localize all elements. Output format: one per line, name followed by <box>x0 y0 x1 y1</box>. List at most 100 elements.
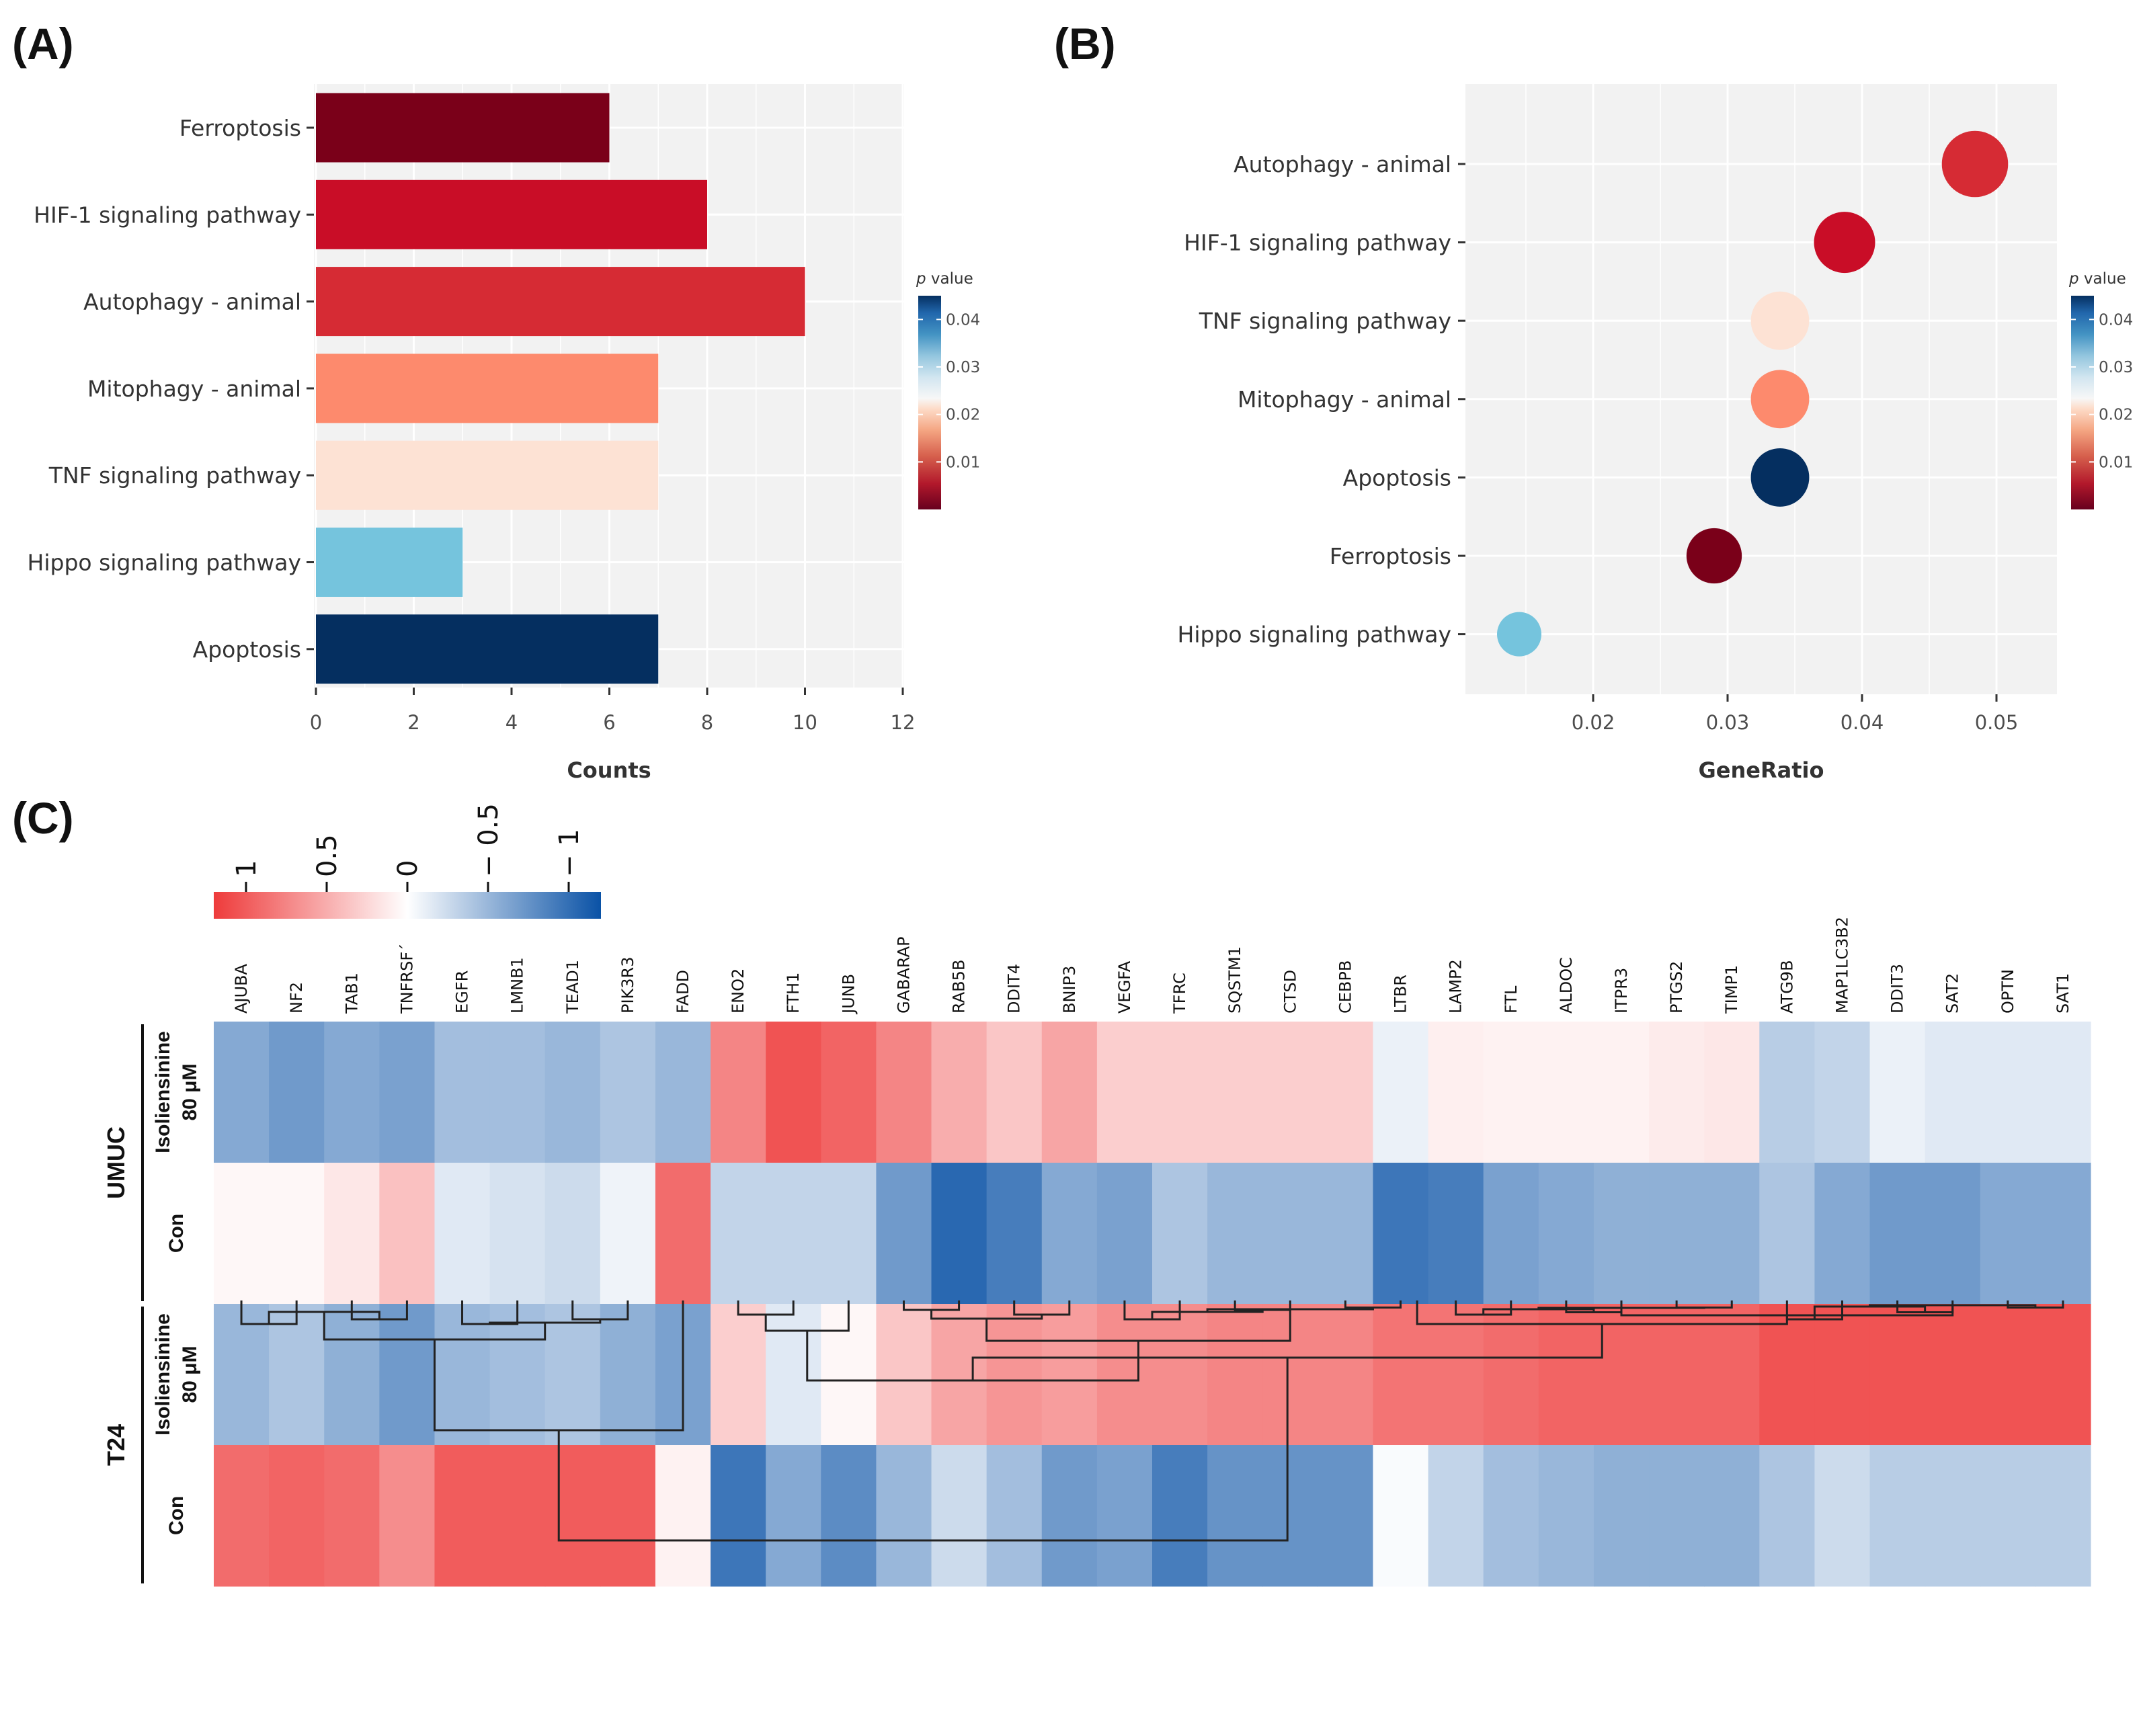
heatmap-gene-label: PIK3R3 <box>618 956 637 1014</box>
heatmap-cell <box>324 1445 380 1587</box>
dot-chart-legend-title: p value <box>2068 270 2126 288</box>
heatmap-cell <box>1759 1445 1816 1587</box>
dot-chart-x-tick-label: 0.04 <box>1841 711 1884 734</box>
bar-chart-category-labels: Ferroptosis HIF-1 signaling pathway Autoph… <box>28 115 314 663</box>
dot-chart-legend-tick-label: 0.02 <box>2099 407 2133 424</box>
heatmap-cell <box>876 1163 932 1305</box>
heatmap-gene-label: CTSD <box>1281 970 1299 1014</box>
heatmap-cell <box>379 1163 436 1305</box>
heatmap-cell <box>269 1304 325 1446</box>
bar-chart-legend-tick-label: 0.03 <box>946 359 980 376</box>
heatmap-cell <box>1483 1304 1539 1446</box>
heatmap-cell <box>544 1304 601 1446</box>
heatmap-cell <box>379 1304 436 1446</box>
heatmap-cell <box>1428 1163 1484 1305</box>
heatmap-cell <box>1152 1163 1208 1305</box>
heatmap-cell <box>489 1022 546 1163</box>
heatmap-cell <box>876 1022 932 1163</box>
heatmap-cell <box>1041 1304 1098 1446</box>
heatmap-cell <box>821 1022 877 1163</box>
bar-chart-legend-title: p value <box>916 270 973 288</box>
dot-chart-legend-tick-label: 0.01 <box>2099 454 2133 471</box>
heatmap-cell <box>1041 1445 1098 1587</box>
dot-chart-x-tick-label: 0.03 <box>1706 711 1750 734</box>
heatmap-color-key-ticks: 1 0.5 0 − 0.5 − 1 <box>231 803 585 892</box>
heatmap-cell <box>1262 1022 1318 1163</box>
heatmap-gene-label: FADD <box>674 970 692 1014</box>
heatmap-cell <box>214 1163 270 1305</box>
heatmap-cell <box>1759 1304 1816 1446</box>
dot-chart-point <box>1497 612 1541 657</box>
heatmap-group-label: UMUC <box>102 1126 130 1199</box>
heatmap-cell <box>600 1163 656 1305</box>
bar-chart-x-tick-label: 6 <box>603 711 615 734</box>
bar-chart-x-tick-label: 10 <box>793 711 817 734</box>
dot-chart-category-label: Ferroptosis <box>1330 543 1451 569</box>
heatmap-cell <box>544 1022 601 1163</box>
heatmap-cell <box>766 1445 821 1587</box>
heatmap-cell <box>1980 1163 2036 1305</box>
heatmap-cell <box>1373 1022 1429 1163</box>
heatmap-cell <box>1869 1304 1926 1446</box>
heatmap-cell <box>1593 1445 1650 1587</box>
dot-chart-legend-colorbar <box>2071 296 2094 509</box>
heatmap-cell <box>986 1304 1043 1446</box>
heatmap-color-key-tick-label: 1 <box>231 860 262 877</box>
heatmap-cell <box>876 1445 932 1587</box>
heatmap-cell <box>1428 1304 1484 1446</box>
heatmap-cell <box>544 1445 601 1587</box>
heatmap-cell <box>1593 1022 1650 1163</box>
heatmap-cell <box>1096 1163 1153 1305</box>
heatmap-gene-label: JUNB <box>839 974 858 1015</box>
heatmap-cell <box>1207 1022 1263 1163</box>
heatmap-cell <box>1152 1304 1208 1446</box>
dot-chart-category-label: HIF-1 signaling pathway <box>1184 230 1451 256</box>
heatmap-panel: 1 0.5 0 − 0.5 − 1 AJUBA NF2 TAB1 TNFRSF´ EGFR LMN… <box>102 803 2091 1587</box>
dot-chart-pvalue-legend: p value 0.04 0.03 0.02 0.01 <box>2068 270 2133 509</box>
heatmap-cell <box>1318 1022 1374 1163</box>
heatmap-cell <box>214 1445 270 1587</box>
heatmap-cell <box>1207 1163 1263 1305</box>
heatmap-cell <box>986 1163 1043 1305</box>
heatmap-gene-label: EGFR <box>453 970 472 1014</box>
heatmap-cell <box>1869 1022 1926 1163</box>
heatmap-color-key-tick-label: − 1 <box>554 829 585 877</box>
heatmap-cell <box>600 1445 656 1587</box>
heatmap-cell <box>1925 1163 1981 1305</box>
bar-chart-x-title: Counts <box>567 757 651 783</box>
heatmap-cell <box>1318 1163 1374 1305</box>
heatmap-gene-label: TIMP1 <box>1722 965 1741 1014</box>
heatmap-cell <box>1041 1163 1098 1305</box>
heatmap-color-key-bar <box>214 892 601 919</box>
bar-chart-category-label: TNF signaling pathway <box>48 462 301 489</box>
bar-chart-x-tick-label: 0 <box>310 711 322 734</box>
heatmap-gene-label: TFRC <box>1170 973 1189 1014</box>
heatmap-cell <box>1814 1445 1871 1587</box>
bar-chart-bar <box>316 179 707 249</box>
heatmap-cell <box>655 1163 711 1305</box>
heatmap-gene-label: DDIT4 <box>1005 964 1024 1014</box>
heatmap-cell <box>1096 1304 1153 1446</box>
heatmap-cell <box>766 1022 821 1163</box>
heatmap-gene-label: OPTN <box>1998 969 2017 1014</box>
heatmap-cell <box>269 1022 325 1163</box>
bar-chart-legend-tick-label: 0.01 <box>946 454 980 471</box>
heatmap-gene-label: LMNB1 <box>508 957 527 1014</box>
heatmap-cell <box>711 1445 766 1587</box>
heatmap-cell <box>1649 1445 1705 1587</box>
heatmap-gene-label: AJUBA <box>232 963 251 1014</box>
dot-chart-category-label: Apoptosis <box>1343 464 1451 491</box>
bar-chart-category-label: Ferroptosis <box>179 115 301 141</box>
heatmap-cell <box>434 1022 491 1163</box>
heatmap-group-label: T24 <box>102 1424 130 1466</box>
bar-chart-bar <box>316 528 463 597</box>
dot-chart-point <box>1750 448 1810 507</box>
dot-chart-legend-tick-label: 0.04 <box>2099 311 2133 329</box>
heatmap-cell <box>986 1445 1043 1587</box>
heatmap-cell <box>931 1163 987 1305</box>
heatmap-cell <box>986 1022 1043 1163</box>
heatmap-gene-label: TNFRSF´ <box>397 944 416 1014</box>
dot-chart-x-ticks: 0.02 0.03 0.04 0.05 <box>1572 694 2018 734</box>
heatmap-gene-label: ALDOC <box>1557 957 1576 1014</box>
